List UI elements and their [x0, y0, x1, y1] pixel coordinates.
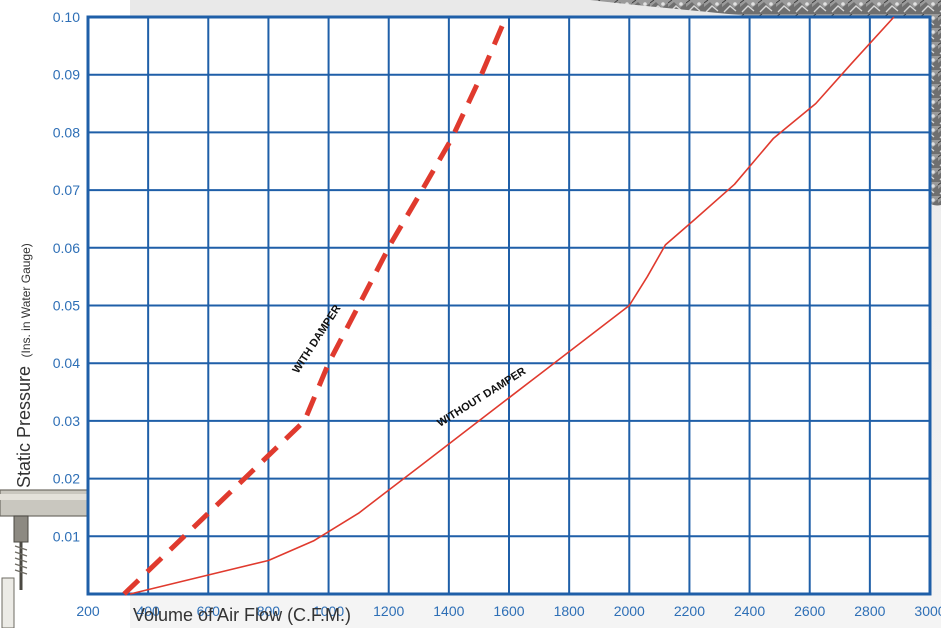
- y-tick-label: 0.10: [53, 9, 80, 25]
- x-tick-label: 1600: [493, 603, 524, 619]
- x-tick-label: 2400: [734, 603, 765, 619]
- tick-labels: 200 400 600 800 1000 1200 1400 1600 1800 2000 2200…: [53, 9, 941, 619]
- x-tick-label: 200: [76, 603, 100, 619]
- y-tick-label: 0.08: [53, 124, 80, 140]
- x-tick-label: 2800: [854, 603, 885, 619]
- y-tick-label: 0.01: [53, 528, 80, 544]
- x-tick-label: 1000: [313, 603, 344, 619]
- y-tick-label: 0.02: [53, 471, 80, 487]
- x-tick-label: 1800: [554, 603, 585, 619]
- x-tick-label: 400: [136, 603, 160, 619]
- series-line-without-damper: [129, 16, 895, 595]
- grid: [88, 17, 930, 594]
- y-tick-label: 0.09: [53, 67, 80, 83]
- y-tick-label: 0.03: [53, 413, 80, 429]
- y-axis-title-main: Static Pressure: [14, 366, 34, 488]
- y-tick-label: 0.06: [53, 240, 80, 256]
- y-tick-label: 0.05: [53, 298, 80, 314]
- y-tick-label: 0.04: [53, 355, 80, 371]
- x-tick-label: 1200: [373, 603, 404, 619]
- series-layer: [122, 16, 895, 596]
- x-tick-label: 1400: [433, 603, 464, 619]
- x-axis-title: Volume of Air Flow (C.F.M.): [133, 605, 351, 625]
- series-line-with-damper: [122, 16, 509, 596]
- y-axis-title: Static Pressure (Ins. in Water Gauge): [14, 243, 34, 488]
- y-tick-label: 0.07: [53, 182, 80, 198]
- x-tick-label: 2000: [614, 603, 645, 619]
- x-tick-label: 800: [257, 603, 281, 619]
- y-axis-title-units: (Ins. in Water Gauge): [19, 243, 33, 357]
- x-tick-label: 2200: [674, 603, 705, 619]
- x-tick-label: 600: [197, 603, 221, 619]
- x-tick-label: 2600: [794, 603, 825, 619]
